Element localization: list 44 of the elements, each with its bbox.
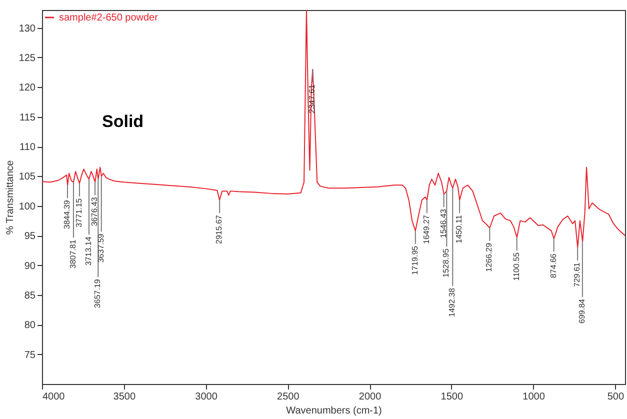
annotation: 1266.29 bbox=[484, 242, 494, 272]
y-tick-label: 130 bbox=[18, 23, 36, 34]
annotation: 729.61 bbox=[572, 262, 582, 287]
annotation: 1450.11 bbox=[454, 214, 464, 244]
x-tick-label: 1500 bbox=[440, 392, 464, 402]
annotation: 3844.39 bbox=[62, 200, 72, 230]
annotation: 2915.67 bbox=[214, 214, 224, 244]
y-tick-label: 95 bbox=[24, 231, 36, 242]
x-tick-label: 3500 bbox=[113, 392, 136, 402]
annotation: 1649.27 bbox=[422, 214, 431, 244]
x-tick-label: 3000 bbox=[195, 392, 218, 402]
x-tick-label: 1000 bbox=[522, 392, 546, 402]
y-tick-label: 80 bbox=[24, 320, 36, 332]
annotation: Solid bbox=[102, 112, 144, 131]
annotation: 699.84 bbox=[577, 298, 586, 324]
y-tick-label: 115 bbox=[20, 112, 36, 124]
annotation: 1528.95 bbox=[442, 248, 451, 278]
annotation: 3676.43 bbox=[90, 196, 99, 226]
annotation: 3807.81 bbox=[68, 239, 78, 269]
y-axis-title: % Transmittance bbox=[4, 160, 16, 235]
y-tick-label: 110 bbox=[20, 142, 36, 154]
y-tick-label: 125 bbox=[18, 52, 36, 64]
x-tick-label: 500 bbox=[607, 392, 624, 402]
y-tick-label: 120 bbox=[18, 82, 36, 94]
legend-label: sample#2-650 powder bbox=[59, 12, 159, 24]
annotation: 1546.43 bbox=[438, 208, 448, 238]
x-tick-label: 2500 bbox=[277, 392, 300, 402]
annotation: 2347.61 bbox=[308, 84, 317, 114]
x-axis-title: Wavenumbers (cm-1) bbox=[286, 406, 382, 416]
annotation: 1719.95 bbox=[410, 245, 420, 275]
y-tick-label: 100 bbox=[18, 201, 36, 212]
y-tick-label: 105 bbox=[18, 172, 36, 183]
annotation: 3637.59 bbox=[96, 233, 106, 263]
annotation: 1100.55 bbox=[512, 252, 521, 281]
annotation: 3713.14 bbox=[84, 236, 93, 266]
x-tick-label: 2000 bbox=[358, 392, 382, 402]
annotation: 3771.15 bbox=[74, 198, 84, 228]
y-tick-label: 85 bbox=[24, 290, 36, 302]
annotation: 1492.38 bbox=[448, 288, 457, 317]
y-tick-label: 90 bbox=[24, 260, 36, 272]
y-tick-label: 75 bbox=[24, 350, 36, 361]
annotation: 874.66 bbox=[548, 253, 558, 278]
annotation: 3657.19 bbox=[93, 278, 102, 308]
x-tick-label: 4000 bbox=[42, 392, 66, 402]
